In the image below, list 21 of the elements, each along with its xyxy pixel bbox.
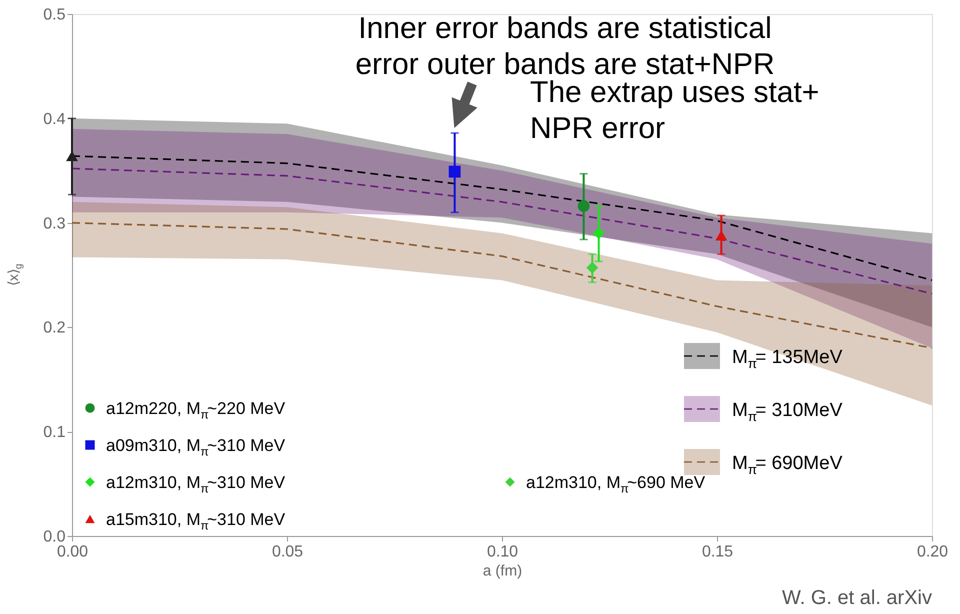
point [448, 166, 461, 178]
x-tick-label: 0.15 [702, 544, 734, 560]
x-tick-label: 0.10 [486, 544, 518, 560]
line-series [71, 222, 933, 349]
y-tick-label: 0.1 [43, 424, 66, 442]
text: W. G. et al. arXiv [782, 587, 932, 609]
point [586, 262, 598, 274]
y-tick-label: 0.4 [43, 110, 66, 128]
y-tick-label: 0.3 [43, 215, 66, 232]
y-tick-label: 0.5 [43, 6, 66, 24]
point [578, 200, 590, 212]
line-series [71, 168, 933, 295]
point [592, 227, 605, 240]
point [715, 230, 728, 240]
y-axis-title: ⟨x⟩g [5, 264, 24, 286]
y-tick-label: 0.2 [43, 320, 66, 337]
y-tick-label: 0.0 [43, 528, 66, 546]
x-axis-title: a (fm) [482, 562, 522, 580]
x-tick-label: 0.20 [916, 544, 948, 560]
x-tick-label: 0.05 [272, 544, 304, 560]
x-tick-label: 0.00 [56, 544, 88, 560]
